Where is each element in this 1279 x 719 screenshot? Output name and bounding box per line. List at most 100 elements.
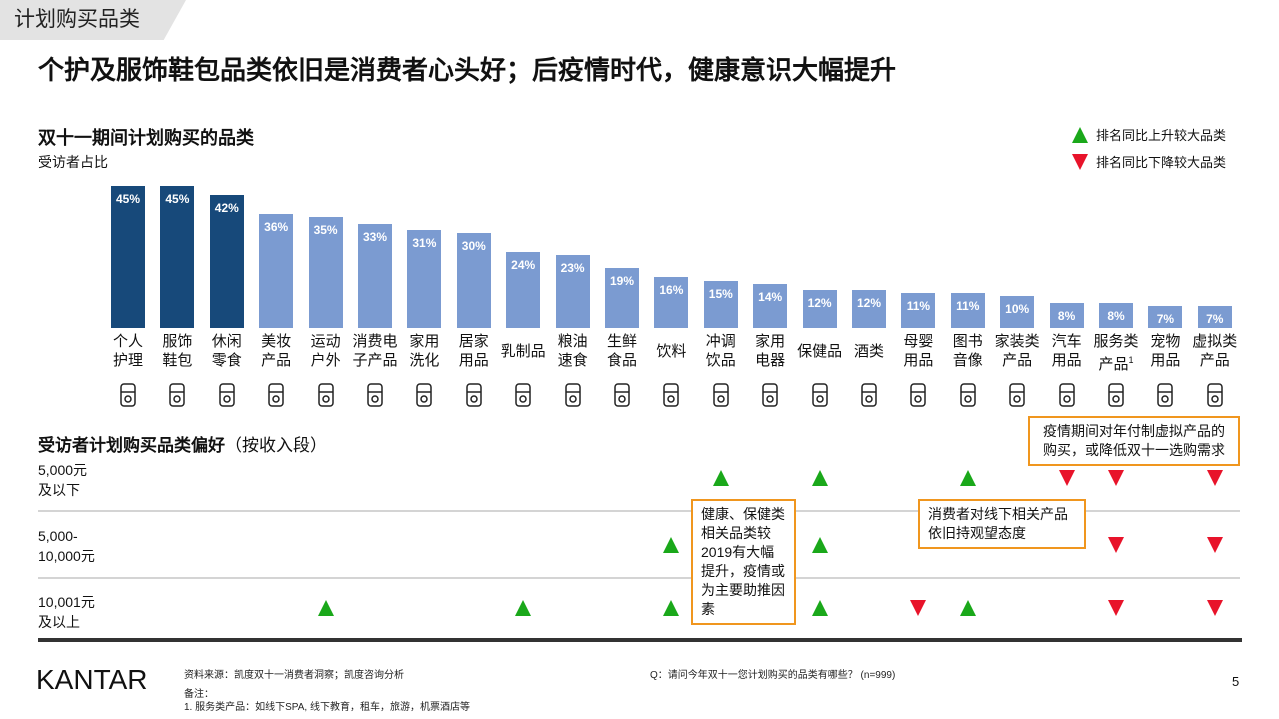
row-label: 10,001元 及以上 bbox=[38, 594, 95, 630]
bar: 7% bbox=[1148, 305, 1183, 328]
bar-value-label: 16% bbox=[659, 283, 684, 298]
down-triangle-icon bbox=[910, 600, 927, 616]
bar: 12% bbox=[852, 290, 886, 328]
bar-value-label: 42% bbox=[214, 201, 239, 216]
tshirt-icon bbox=[162, 380, 192, 410]
down-triangle-icon bbox=[1108, 470, 1124, 486]
earbuds-icon bbox=[360, 380, 390, 410]
candy-icon bbox=[212, 380, 242, 410]
bar: 42% bbox=[209, 195, 244, 328]
divider bbox=[38, 577, 1240, 579]
bar-value-label: 36% bbox=[264, 220, 289, 235]
down-triangle-icon bbox=[1206, 470, 1223, 486]
bar-value-label: 14% bbox=[758, 289, 783, 304]
category-label: 服务类 产品1 bbox=[1093, 333, 1139, 373]
category-label: 休闲 零食 bbox=[211, 333, 242, 369]
category-label: 消费电 子产品 bbox=[352, 333, 398, 369]
bar: 11% bbox=[901, 293, 936, 328]
category-label: 家用 洗化 bbox=[409, 333, 440, 369]
makeup-brush-icon bbox=[261, 380, 291, 410]
bar: 11% bbox=[950, 293, 985, 328]
category-label: 生鲜 食品 bbox=[606, 333, 637, 369]
bar: 16% bbox=[654, 277, 689, 328]
divider bbox=[38, 510, 1240, 512]
up-triangle-icon bbox=[515, 600, 532, 616]
row-label: 5,000元 及以下 bbox=[38, 462, 88, 498]
bar-value-label: 7% bbox=[1206, 311, 1224, 326]
callout-virtual: 疫情期间对年付制虚拟产品的购买，或降低双十一选购需求 bbox=[1028, 416, 1240, 466]
fridge-icon bbox=[755, 380, 785, 410]
kantar-logo: KANTAR bbox=[36, 664, 148, 695]
callout-offline: 消费者对线下相关产品依旧持观望态度 bbox=[918, 499, 1086, 549]
legend-down-label: 排名同比下降较大品类 bbox=[1096, 155, 1227, 170]
up-triangle-icon bbox=[712, 470, 729, 486]
down-triangle-icon bbox=[1108, 537, 1124, 553]
callout-health: 健康、保健类相关品类较2019有大幅提升，疫情或为主要助推因素 bbox=[691, 499, 796, 625]
category-label: 虚拟类 产品 bbox=[1192, 333, 1238, 369]
category-label: 乳制品 bbox=[500, 343, 546, 360]
up-triangle-icon bbox=[1072, 126, 1088, 143]
bar: 7% bbox=[1197, 305, 1232, 328]
page-number: 5 bbox=[1232, 674, 1240, 689]
bar: 45% bbox=[160, 185, 195, 328]
up-triangle-icon bbox=[811, 470, 828, 486]
bar-value-label: 15% bbox=[708, 286, 733, 301]
legend-up-label: 排名同比上升较大品类 bbox=[1096, 128, 1227, 143]
category-label: 家用 电器 bbox=[755, 333, 786, 369]
down-triangle-icon bbox=[1206, 600, 1223, 616]
book-icon bbox=[953, 380, 983, 410]
bar-value-label: 19% bbox=[609, 273, 635, 288]
chart-ylabel: 受访者占比 bbox=[38, 154, 108, 170]
bar: 36% bbox=[259, 214, 294, 328]
pill-icon bbox=[805, 380, 835, 410]
bar-value-label: 23% bbox=[560, 261, 585, 276]
rice-bowl-icon bbox=[558, 380, 588, 410]
bar-value-label: 12% bbox=[856, 296, 882, 311]
bar: 8% bbox=[1099, 302, 1133, 328]
bar: 30% bbox=[456, 233, 491, 328]
bar: 19% bbox=[605, 267, 639, 328]
pump-bottle-icon bbox=[409, 380, 439, 410]
page-title: 个护及服饰鞋包品类依旧是消费者心头好；后疫情时代，健康意识大幅提升 bbox=[38, 55, 897, 85]
legend-down: 排名同比下降较大品类 bbox=[1072, 152, 1226, 171]
bar-value-label: 11% bbox=[956, 299, 980, 314]
hanger-towel-icon bbox=[459, 380, 489, 410]
down-triangle-icon bbox=[1108, 600, 1124, 616]
bed-icon bbox=[1002, 380, 1032, 410]
bar: 35% bbox=[308, 217, 343, 328]
drink-cup-icon bbox=[656, 380, 686, 410]
sunscreen-tube-icon bbox=[113, 380, 143, 410]
bar-value-label: 8% bbox=[1107, 308, 1125, 323]
footnote-1: 1. 服务类产品：如线下SPA, 线下教育，租车，旅游，机票酒店等 bbox=[184, 702, 470, 713]
bar-value-label: 33% bbox=[362, 229, 388, 244]
down-triangle-icon bbox=[1058, 470, 1075, 486]
category-label: 居家 用品 bbox=[458, 333, 489, 369]
category-label: 母婴 用品 bbox=[903, 333, 934, 369]
category-label: 美妆 产品 bbox=[261, 333, 292, 369]
category-label: 冲调 饮品 bbox=[705, 333, 736, 369]
up-triangle-icon bbox=[317, 600, 334, 616]
divider bbox=[38, 638, 1242, 642]
up-triangle-icon bbox=[663, 537, 680, 553]
bar: 14% bbox=[753, 283, 788, 328]
category-label: 图书 音像 bbox=[952, 333, 983, 369]
up-triangle-icon bbox=[959, 470, 976, 486]
survey-question: Q：请问今年双十一您计划购买的品类有哪些？ (n=999) bbox=[650, 670, 896, 681]
category-label: 粮油 速食 bbox=[557, 333, 588, 369]
bar: 8% bbox=[1049, 302, 1084, 328]
tea-cup-icon bbox=[706, 380, 736, 410]
bar-value-label: 10% bbox=[1005, 302, 1030, 317]
bar-value-label: 45% bbox=[165, 191, 190, 206]
category-label: 服饰 鞋包 bbox=[162, 333, 193, 369]
section-tag: 计划购买品类 bbox=[0, 0, 186, 40]
bar-value-label: 8% bbox=[1057, 308, 1076, 323]
bar: 45% bbox=[111, 185, 145, 328]
car-service-icon bbox=[1052, 380, 1082, 410]
chart-title: 双十一期间计划购买的品类 bbox=[38, 128, 254, 148]
legend-up: 排名同比上升较大品类 bbox=[1072, 125, 1226, 144]
bar: 31% bbox=[407, 230, 442, 328]
category-label: 酒类 bbox=[853, 343, 884, 360]
bar-value-label: 30% bbox=[461, 239, 486, 254]
bar-value-label: 24% bbox=[511, 258, 536, 273]
notes-title: 备注： bbox=[184, 689, 214, 700]
